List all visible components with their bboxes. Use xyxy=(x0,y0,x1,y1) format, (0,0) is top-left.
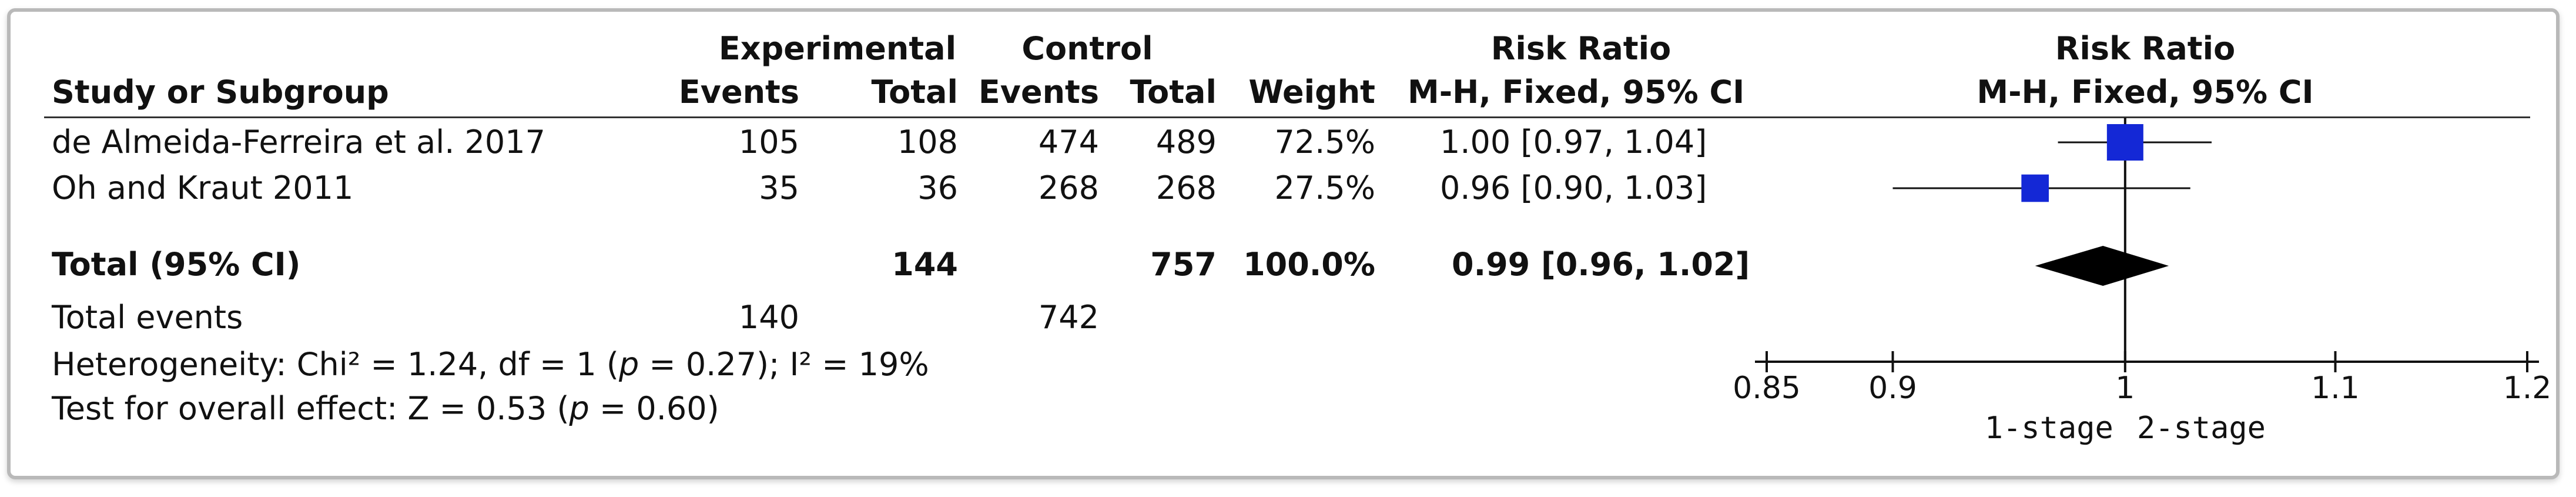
plot-header-risk-ratio: Risk Ratio xyxy=(2055,30,2236,67)
heterogeneity-stat: Heterogeneity: Chi² = 1.24, df = 1 (p = … xyxy=(52,346,929,383)
header-control: Control xyxy=(1021,30,1153,67)
favours-left-label: 1-stage xyxy=(1985,411,2113,446)
ctl-events: 268 xyxy=(1038,169,1099,206)
risk-ratio-ci: 1.00 [0.97, 1.04] xyxy=(1440,124,1707,161)
total-events-ctl: 742 xyxy=(1038,299,1099,336)
study-marker xyxy=(2021,174,2049,202)
x-tick-label: 0.85 xyxy=(1733,371,1801,406)
total-weight: 100.0% xyxy=(1243,246,1375,283)
study-name: de Almeida-Ferreira et al. 2017 xyxy=(52,124,545,161)
x-tick-label: 1 xyxy=(2115,371,2135,406)
pooled-diamond xyxy=(2035,246,2169,286)
header-ctl-total: Total xyxy=(1130,74,1217,111)
overall-effect-stat: Test for overall effect: Z = 0.53 (p = 0… xyxy=(52,390,719,427)
header-exp-total: Total xyxy=(871,74,958,111)
study-marker xyxy=(2106,124,2143,161)
total-events-exp: 140 xyxy=(738,299,799,336)
x-tick-label: 1.2 xyxy=(2503,371,2552,406)
header-rule xyxy=(44,116,2530,118)
exp-events: 105 xyxy=(738,124,799,161)
total-exp-total: 144 xyxy=(892,246,958,283)
total-ci: 0.99 [0.96, 1.02] xyxy=(1452,246,1750,283)
risk-ratio-ci: 0.96 [0.90, 1.03] xyxy=(1440,169,1707,206)
total-events-label: Total events xyxy=(52,299,243,336)
header-study: Study or Subgroup xyxy=(52,74,389,111)
header-method: M-H, Fixed, 95% CI xyxy=(1408,74,1745,111)
weight: 72.5% xyxy=(1274,124,1375,161)
ctl-total: 268 xyxy=(1155,169,1217,206)
header-ctl-events: Events xyxy=(978,74,1099,111)
plot-header-method: M-H, Fixed, 95% CI xyxy=(1977,74,2314,111)
x-tick-label: 0.9 xyxy=(1868,371,1917,406)
exp-total: 36 xyxy=(917,169,958,206)
total-ctl-total: 757 xyxy=(1150,246,1217,283)
total-label: Total (95% CI) xyxy=(52,246,301,283)
header-exp-events: Events xyxy=(678,74,799,111)
ctl-events: 474 xyxy=(1038,124,1099,161)
ctl-total: 489 xyxy=(1155,124,1217,161)
study-name: Oh and Kraut 2011 xyxy=(52,169,354,206)
x-tick-label: 1.1 xyxy=(2311,371,2360,406)
weight: 27.5% xyxy=(1274,169,1375,206)
header-experimental: Experimental xyxy=(718,30,957,67)
exp-events: 35 xyxy=(759,169,799,206)
header-weight: Weight xyxy=(1248,74,1375,111)
exp-total: 108 xyxy=(897,124,958,161)
favours-right-label: 2-stage xyxy=(2137,411,2266,446)
header-risk-ratio: Risk Ratio xyxy=(1490,30,1671,67)
forest-plot-panel xyxy=(7,8,2560,479)
